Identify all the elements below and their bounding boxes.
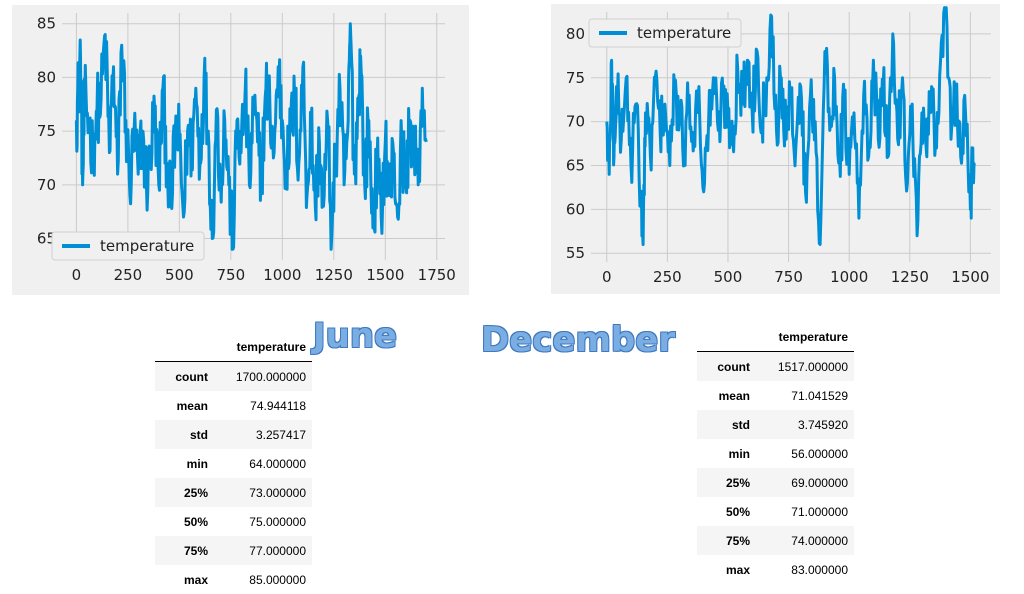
y-tick-label: 75 (37, 122, 56, 140)
row-label: mean (176, 398, 208, 413)
table-row: 50% 71.000000 (697, 497, 854, 526)
row-label: 50% (183, 514, 208, 529)
column-header: temperature (756, 322, 854, 352)
december-temperature-chart: 0 250 500 750 1000 1250 1500 55 60 65 70 75 80 temper… (566, 6, 991, 286)
table-row: std 3.745920 (697, 410, 854, 439)
y-tick-label: 80 (37, 68, 56, 86)
june-temperature-chart: 0 250 500 750 1000 1250 1500 1750 65 70 75 80 85 temp… (37, 13, 456, 284)
y-tick-label: 55 (566, 244, 585, 262)
x-tick-label: 1000 (263, 266, 301, 284)
row-label: 75% (725, 533, 750, 548)
december-stats-table: temperature count 1517.000000 mean 71.0415… (697, 322, 854, 584)
row-value: 71.041529 (791, 388, 848, 403)
y-tick-label: 70 (566, 113, 585, 131)
row-value: 85.000000 (249, 572, 306, 587)
december-chart-panel: 0 250 500 750 1000 1250 1500 55 60 65 70 75 80 temper… (551, 4, 1000, 294)
row-value: 3.745920 (797, 417, 848, 432)
row-value: 1700.000000 (235, 369, 306, 384)
y-tick-label: 80 (566, 25, 585, 43)
row-value: 74.000000 (791, 533, 848, 548)
table-corner (155, 332, 214, 362)
column-header: temperature (214, 332, 312, 362)
table-row: min 56.000000 (697, 439, 854, 468)
row-label: count (175, 369, 208, 384)
row-label: 50% (725, 504, 750, 519)
row-value: 56.000000 (791, 446, 848, 461)
legend: temperature (51, 231, 205, 261)
row-value: 1517.000000 (777, 359, 848, 374)
row-label: count (717, 359, 750, 374)
table-header-row: temperature (697, 322, 854, 352)
row-label: std (190, 427, 208, 442)
x-tick-label: 1750 (418, 266, 456, 284)
x-tick-label: 1000 (830, 268, 868, 286)
table-row: 25% 69.000000 (697, 468, 854, 497)
legend-label: temperature (637, 24, 731, 42)
row-label: min (186, 456, 208, 471)
row-label: min (728, 446, 750, 461)
x-tick-label: 500 (165, 266, 194, 284)
table-row: mean 74.944118 (155, 391, 312, 420)
table-row: 75% 77.000000 (155, 536, 312, 565)
x-tick-label: 1250 (891, 268, 929, 286)
row-label: 25% (183, 485, 208, 500)
table-corner (697, 322, 756, 352)
row-label: mean (718, 388, 750, 403)
y-tick-label: 75 (566, 69, 585, 87)
x-tick-label: 250 (114, 266, 143, 284)
row-value: 71.000000 (791, 504, 848, 519)
y-tick-label: 65 (37, 230, 56, 248)
row-value: 64.000000 (249, 456, 306, 471)
row-label: 75% (183, 543, 208, 558)
x-tick-label: 0 (602, 268, 612, 286)
row-label: max (183, 572, 208, 587)
legend: temperature (588, 18, 742, 48)
table-row: 25% 73.000000 (155, 478, 312, 507)
row-label: max (725, 562, 750, 577)
june-label: June (313, 316, 398, 356)
december-label: December (481, 320, 676, 360)
table-row: count 1517.000000 (697, 351, 854, 381)
row-label: std (732, 417, 750, 432)
y-tick-label: 65 (566, 157, 585, 175)
x-tick-label: 750 (217, 266, 246, 284)
table-row: std 3.257417 (155, 420, 312, 449)
y-tick-label: 70 (37, 176, 56, 194)
table-row: 50% 75.000000 (155, 507, 312, 536)
table-header-row: temperature (155, 332, 312, 362)
legend-box (588, 18, 742, 48)
temperature-series-line (605, 6, 976, 246)
row-value: 75.000000 (249, 514, 306, 529)
row-value: 77.000000 (249, 543, 306, 558)
x-tick-label: 1500 (951, 268, 989, 286)
table-row: max 85.000000 (155, 565, 312, 594)
x-tick-label: 750 (774, 268, 803, 286)
row-value: 74.944118 (250, 398, 306, 413)
table-row: 75% 74.000000 (697, 526, 854, 555)
temperature-series-line (74, 22, 428, 251)
y-tick-label: 85 (37, 15, 56, 33)
legend-box (51, 231, 205, 261)
x-tick-label: 500 (714, 268, 743, 286)
row-value: 3.257417 (255, 427, 306, 442)
x-tick-label: 1500 (366, 266, 404, 284)
table-row: mean 71.041529 (697, 381, 854, 410)
legend-label: temperature (100, 237, 194, 255)
x-tick-label: 0 (72, 266, 82, 284)
y-tick-label: 60 (566, 200, 585, 218)
table-row: max 83.000000 (697, 555, 854, 584)
june-chart-panel: 0 250 500 750 1000 1250 1500 1750 65 70 75 80 85 temp… (12, 5, 469, 295)
row-value: 69.000000 (791, 475, 848, 490)
x-tick-label: 1250 (315, 266, 353, 284)
row-value: 73.000000 (249, 485, 306, 500)
row-label: 25% (725, 475, 750, 490)
table-row: count 1700.000000 (155, 361, 312, 391)
x-tick-label: 250 (653, 268, 682, 286)
table-row: min 64.000000 (155, 449, 312, 478)
row-value: 83.000000 (791, 562, 848, 577)
june-stats-table: temperature count 1700.000000 mean 74.9441… (155, 332, 312, 594)
